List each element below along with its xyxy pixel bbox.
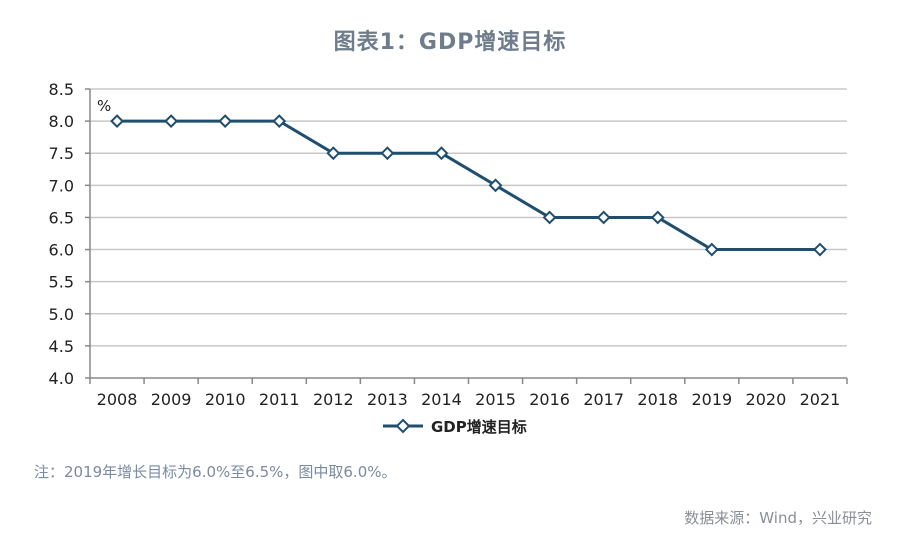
x-tick-labels: 2008 2009 2010 2011 2012 2013 2014 2015 2016 2017… [97, 390, 841, 409]
y-tick-labels: 4.0 4.5 5.0 5.5 6.0 6.5 7.0 7.5 8.0 8.5 [49, 80, 74, 388]
gridlines [90, 88, 847, 347]
x-tick-label: 2010 [205, 390, 246, 409]
data-point-marker [380, 146, 395, 161]
data-point-marker [488, 178, 503, 193]
legend: GDP增速目标 [383, 418, 527, 436]
x-tick-label: 2013 [367, 390, 408, 409]
series-group [110, 114, 827, 257]
x-tick-label: 2014 [421, 390, 462, 409]
data-point-marker [434, 146, 449, 161]
axes [85, 88, 848, 384]
legend-label: GDP增速目标 [431, 418, 527, 436]
data-point-marker [813, 242, 827, 257]
data-point-marker [110, 114, 124, 129]
x-tick-label: 2018 [637, 390, 678, 409]
data-point-marker [596, 210, 611, 225]
x-tick-label: 2020 [746, 390, 787, 409]
x-tick-label: 2008 [97, 390, 138, 409]
data-point-marker [704, 242, 719, 257]
unit-label: % [97, 97, 111, 115]
y-tick-label: 5.0 [49, 305, 74, 324]
x-tick-label: 2015 [475, 390, 516, 409]
x-tick-label: 2012 [313, 390, 354, 409]
y-tick-label: 7.5 [49, 144, 74, 163]
y-tick-label: 4.5 [49, 337, 74, 356]
y-tick-label: 6.5 [49, 208, 74, 227]
y-tick-label: 8.0 [49, 112, 74, 131]
y-tick-label: 6.0 [49, 241, 74, 260]
data-point-marker [542, 210, 557, 225]
data-point-marker [164, 114, 179, 129]
legend-diamond-marker [395, 418, 411, 434]
x-tick-label: 2009 [151, 390, 192, 409]
x-tick-label: 2017 [583, 390, 624, 409]
y-tick-label: 8.5 [49, 80, 74, 99]
x-tick-label: 2011 [259, 390, 300, 409]
y-tick-label: 7.0 [49, 176, 74, 195]
source-text: 数据来源：Wind，兴业研究 [684, 509, 872, 527]
x-tick-label: 2021 [800, 390, 841, 409]
x-tick-label: 2019 [691, 390, 732, 409]
data-point-marker [272, 114, 287, 129]
data-point-marker [326, 146, 341, 161]
y-tick-label: 4.0 [49, 369, 74, 388]
chart-title: 图表1：GDP增速目标 [333, 30, 567, 55]
y-tick-label: 5.5 [49, 273, 74, 292]
data-point-marker [650, 210, 665, 225]
data-point-marker [218, 114, 233, 129]
chart-note: 注：2019年增长目标为6.0%至6.5%，图中取6.0%。 [34, 463, 397, 481]
x-tick-label: 2016 [529, 390, 570, 409]
